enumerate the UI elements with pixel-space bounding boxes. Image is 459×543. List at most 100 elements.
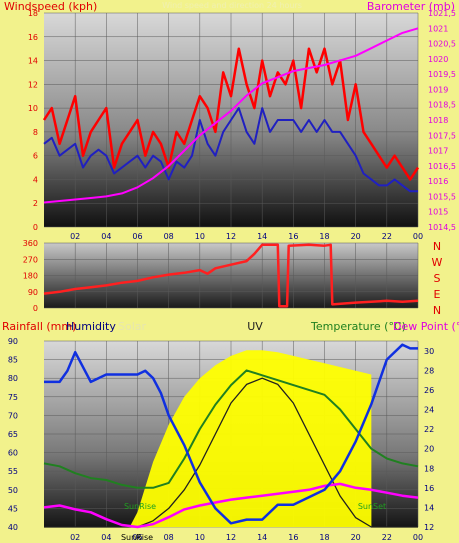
- barometer-tick-10: 1019,5: [428, 70, 456, 79]
- sunset-label: SunSet: [358, 502, 386, 511]
- windspeed-tick-3: 6: [33, 152, 38, 161]
- windspeed-tick-0: 0: [33, 223, 38, 232]
- humidity-tick-2: 50: [8, 486, 18, 495]
- bot-xtick-8: 18: [319, 533, 329, 542]
- top-xtick-11: 00: [413, 232, 423, 241]
- barometer-tick-2: 1015,5: [428, 192, 456, 201]
- bot-xtick-1: 04: [101, 533, 111, 542]
- humidity-tick-1: 45: [8, 504, 18, 513]
- windspeed-line: [42, 47, 420, 181]
- chart-title: Wind speed and direction 24 hours: [162, 1, 302, 10]
- top-xtick-8: 18: [319, 232, 329, 241]
- dir-letter-s: S: [434, 272, 441, 285]
- top-xtick-5: 12: [226, 232, 236, 241]
- dir-letter-e: E: [434, 288, 441, 301]
- windspeed-tick-2: 4: [33, 175, 38, 184]
- wind-direction-line: [43, 243, 419, 308]
- direction-tick-0: 0: [33, 304, 38, 313]
- bot-xtick-10: 22: [382, 533, 392, 542]
- barometer-tick-9: 1019: [428, 85, 448, 94]
- uv-title: UV: [247, 320, 263, 333]
- humidity-tick-9: 85: [8, 356, 18, 365]
- windspeed-average-line: [43, 107, 418, 193]
- sunrise-axis-label: SunRise: [121, 533, 153, 542]
- top-xtick-7: 16: [288, 232, 298, 241]
- temperature-line: [43, 369, 419, 489]
- temperature-tick-6: 24: [424, 406, 434, 415]
- windspeed-tick-7: 14: [28, 57, 38, 66]
- top-xtick-2: 06: [132, 232, 142, 241]
- direction-tick-3: 270: [23, 255, 38, 264]
- temperature-tick-5: 22: [424, 425, 434, 434]
- top-xtick-9: 20: [351, 232, 361, 241]
- windspeed-tick-1: 2: [33, 199, 38, 208]
- bot-xtick-2: 06: [132, 533, 142, 542]
- temperature-tick-9: 30: [424, 347, 434, 356]
- humidity-tick-7: 75: [8, 393, 18, 402]
- humidity-title: Humidity: [66, 320, 116, 333]
- barometer-tick-12: 1020,5: [428, 40, 456, 49]
- bot-xtick-3: 08: [164, 533, 174, 542]
- top-xtick-4: 10: [195, 232, 205, 241]
- windspeed-tick-8: 16: [28, 33, 38, 42]
- direction-tick-4: 360: [23, 239, 38, 248]
- top-xtick-6: 14: [257, 232, 267, 241]
- windspeed-tick-9: 18: [28, 9, 38, 18]
- top-xtick-3: 08: [164, 232, 174, 241]
- temperature-axis-title: Temperature (°C): [310, 320, 406, 333]
- windspeed-axis-title: Windspeed (kph): [4, 0, 97, 13]
- top-xtick-10: 22: [382, 232, 392, 241]
- bot-xtick-0: 02: [70, 533, 80, 542]
- temperature-tick-7: 26: [424, 386, 434, 395]
- humidity-tick-5: 65: [8, 430, 18, 439]
- dir-letter-w: W: [432, 256, 443, 269]
- humidity-tick-3: 55: [8, 467, 18, 476]
- top-xtick-1: 04: [101, 232, 111, 241]
- top-xtick-0: 02: [70, 232, 80, 241]
- temperature-tick-8: 28: [424, 366, 434, 375]
- bot-xtick-9: 20: [351, 533, 361, 542]
- dir-letter-n-top: N: [433, 240, 441, 253]
- bot-xtick-7: 16: [288, 533, 298, 542]
- temperature-tick-3: 18: [424, 464, 434, 473]
- direction-tick-1: 90: [28, 288, 38, 297]
- bot-xtick-11: 00: [413, 533, 423, 542]
- temperature-tick-4: 20: [424, 445, 434, 454]
- barometer-tick-5: 1017: [428, 147, 448, 156]
- temperature-tick-1: 14: [424, 503, 434, 512]
- windspeed-tick-6: 12: [28, 80, 38, 89]
- barometer-line: [43, 27, 419, 204]
- barometer-tick-1: 1015: [428, 208, 448, 217]
- temperature-tick-2: 16: [424, 484, 434, 493]
- bot-xtick-4: 10: [195, 533, 205, 542]
- sunrise-label: SunRise: [124, 502, 156, 511]
- humidity-tick-10: 90: [8, 337, 18, 346]
- barometer-tick-7: 1018: [428, 116, 448, 125]
- humidity-tick-4: 60: [8, 449, 18, 458]
- bot-xtick-5: 12: [226, 533, 236, 542]
- rainfall-axis-title: Rainfall (mm): [2, 320, 76, 333]
- barometer-tick-13: 1021: [428, 24, 448, 33]
- barometer-axis-title: Barometer (mb): [367, 0, 455, 13]
- humidity-line: [44, 343, 418, 525]
- windspeed-tick-4: 8: [33, 128, 38, 137]
- uv-line: [44, 377, 418, 528]
- humidity-tick-6: 70: [8, 411, 18, 420]
- solar-title: Solar: [118, 320, 147, 333]
- direction-tick-2: 180: [23, 272, 38, 281]
- barometer-tick-6: 1017,5: [428, 131, 456, 140]
- dir-letter-n-bottom: N: [433, 304, 441, 317]
- humidity-tick-8: 80: [8, 374, 18, 383]
- barometer-tick-0: 1014,5: [428, 223, 456, 232]
- bot-xtick-6: 14: [257, 533, 267, 542]
- dewpoint-line: [43, 482, 419, 529]
- barometer-tick-3: 1016: [428, 177, 448, 186]
- barometer-tick-4: 1016,5: [428, 162, 456, 171]
- barometer-tick-11: 1020: [428, 55, 448, 64]
- dewpoint-axis-title: Dew Point (°C): [393, 320, 459, 333]
- barometer-tick-8: 1018,5: [428, 101, 456, 110]
- temperature-tick-0: 12: [424, 523, 434, 532]
- humidity-tick-0: 40: [8, 523, 18, 532]
